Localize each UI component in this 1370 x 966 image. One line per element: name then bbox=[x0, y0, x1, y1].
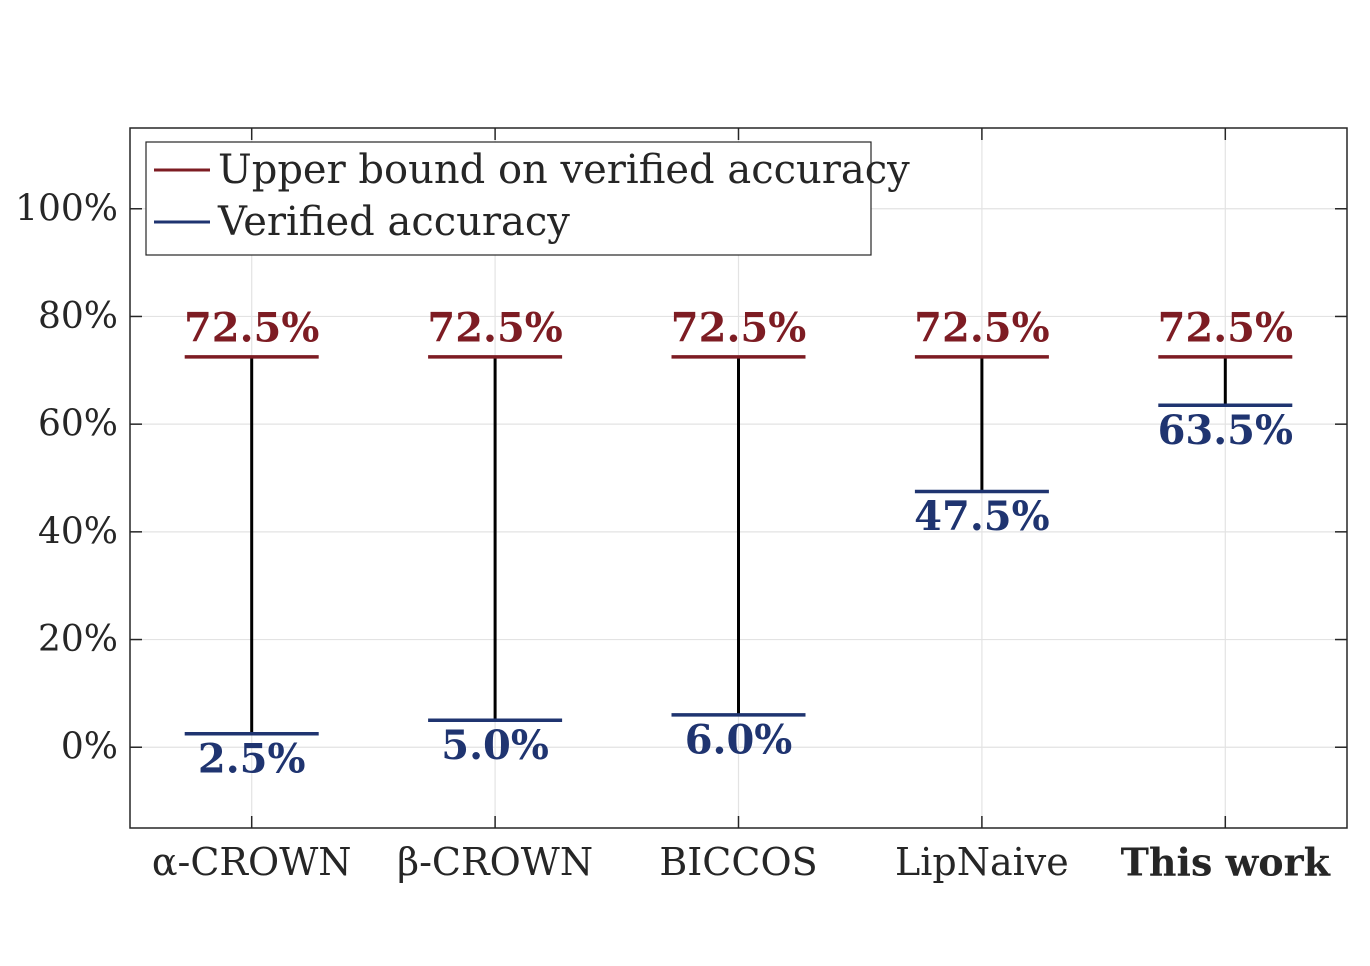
x-category-label: BICCOS bbox=[659, 840, 817, 884]
x-category-label: LipNaive bbox=[895, 840, 1069, 884]
axis-layer: 0% 20% 40% 60% 80% 100% α-CROWN β-CROWN BICCOS Li… bbox=[15, 128, 1347, 885]
upper-bound-data-label: 72.5% bbox=[1158, 304, 1293, 351]
x-category-label: This work bbox=[1121, 840, 1331, 885]
verified-accuracy-data-label: 6.0% bbox=[685, 716, 793, 763]
x-category-label: α-CROWN bbox=[152, 840, 352, 884]
x-category-label: β-CROWN bbox=[397, 840, 593, 884]
legend-label-upper: Upper bound on verified accuracy bbox=[218, 147, 910, 193]
label-layer: 72.5% 2.5% 72.5% 5.0% 72.5% 6.0% 72.5% 47.5% 72.… bbox=[184, 304, 1293, 782]
verified-accuracy-data-label: 5.0% bbox=[441, 722, 549, 769]
y-tick-label: 100% bbox=[15, 188, 118, 229]
verified-accuracy-data-label: 2.5% bbox=[198, 735, 306, 782]
y-tick-label: 40% bbox=[38, 511, 118, 552]
legend: Upper bound on verified accuracy Verifie… bbox=[145, 141, 910, 256]
y-tick-label: 0% bbox=[61, 727, 118, 768]
series-layer bbox=[184, 355, 1293, 736]
legend-box bbox=[145, 141, 872, 256]
y-tick-label: 20% bbox=[38, 619, 118, 660]
upper-bound-data-label: 72.5% bbox=[671, 304, 806, 351]
upper-bound-data-label: 72.5% bbox=[184, 304, 319, 351]
y-tick-label: 60% bbox=[38, 404, 118, 445]
y-tick-label: 80% bbox=[38, 296, 118, 337]
upper-bound-data-label: 72.5% bbox=[427, 304, 562, 351]
verified-accuracy-data-label: 47.5% bbox=[914, 493, 1049, 540]
legend-label-verified: Verified accuracy bbox=[217, 199, 570, 245]
verified-accuracy-data-label: 63.5% bbox=[1158, 407, 1293, 454]
upper-bound-data-label: 72.5% bbox=[914, 304, 1049, 351]
